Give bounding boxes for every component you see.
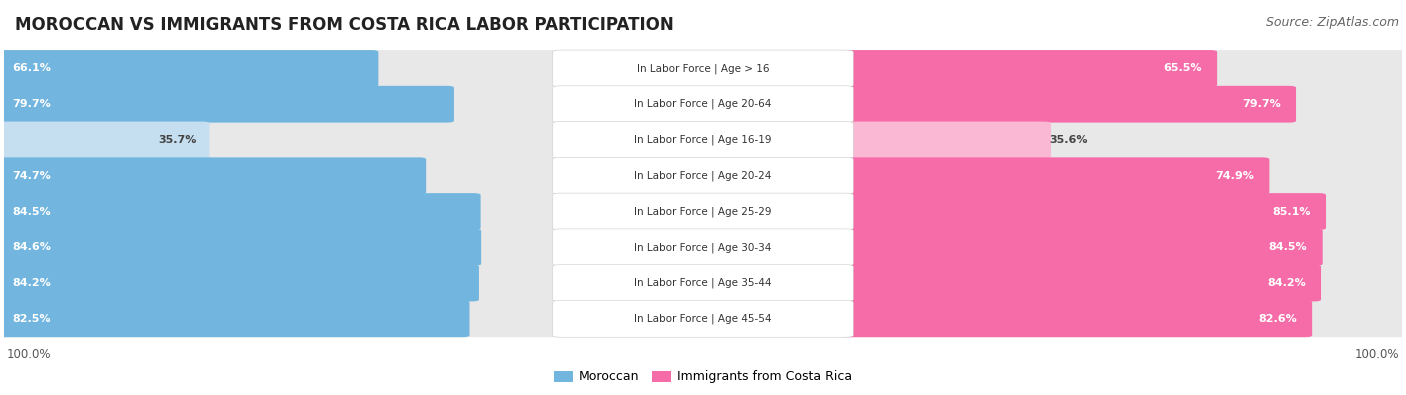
FancyBboxPatch shape	[0, 301, 1406, 337]
FancyBboxPatch shape	[839, 86, 1296, 122]
FancyBboxPatch shape	[0, 157, 1406, 194]
Text: In Labor Force | Age > 16: In Labor Force | Age > 16	[637, 63, 769, 74]
FancyBboxPatch shape	[0, 86, 454, 122]
Text: 85.1%: 85.1%	[1272, 207, 1310, 216]
FancyBboxPatch shape	[0, 50, 378, 87]
Text: 79.7%: 79.7%	[1241, 99, 1281, 109]
Text: 82.5%: 82.5%	[13, 314, 51, 324]
FancyBboxPatch shape	[0, 193, 481, 230]
FancyBboxPatch shape	[839, 265, 1322, 301]
FancyBboxPatch shape	[553, 229, 853, 266]
Text: Source: ZipAtlas.com: Source: ZipAtlas.com	[1265, 16, 1399, 29]
FancyBboxPatch shape	[839, 229, 1323, 266]
FancyBboxPatch shape	[839, 122, 1052, 158]
Text: 82.6%: 82.6%	[1258, 314, 1296, 324]
FancyBboxPatch shape	[0, 301, 470, 337]
Text: 84.5%: 84.5%	[13, 207, 51, 216]
FancyBboxPatch shape	[0, 122, 1406, 158]
FancyBboxPatch shape	[839, 301, 1312, 337]
Text: 84.5%: 84.5%	[1268, 242, 1308, 252]
Text: 35.7%: 35.7%	[159, 135, 197, 145]
Text: 84.2%: 84.2%	[13, 278, 51, 288]
FancyBboxPatch shape	[553, 86, 853, 122]
FancyBboxPatch shape	[553, 122, 853, 158]
Text: In Labor Force | Age 20-64: In Labor Force | Age 20-64	[634, 99, 772, 109]
Text: 35.6%: 35.6%	[1050, 135, 1088, 145]
Text: In Labor Force | Age 35-44: In Labor Force | Age 35-44	[634, 278, 772, 288]
Text: 100.0%: 100.0%	[1354, 348, 1399, 361]
FancyBboxPatch shape	[0, 265, 479, 301]
FancyBboxPatch shape	[0, 265, 1406, 301]
FancyBboxPatch shape	[553, 301, 853, 337]
FancyBboxPatch shape	[553, 193, 853, 230]
Text: 100.0%: 100.0%	[7, 348, 52, 361]
FancyBboxPatch shape	[0, 86, 1406, 122]
FancyBboxPatch shape	[0, 229, 1406, 266]
FancyBboxPatch shape	[839, 50, 1218, 87]
FancyBboxPatch shape	[0, 157, 426, 194]
Text: In Labor Force | Age 30-34: In Labor Force | Age 30-34	[634, 242, 772, 252]
Text: 65.5%: 65.5%	[1163, 64, 1202, 73]
Text: 84.2%: 84.2%	[1267, 278, 1306, 288]
Text: 79.7%: 79.7%	[13, 99, 51, 109]
FancyBboxPatch shape	[0, 122, 209, 158]
FancyBboxPatch shape	[0, 50, 1406, 87]
FancyBboxPatch shape	[0, 229, 481, 266]
Text: 84.6%: 84.6%	[13, 242, 52, 252]
Text: In Labor Force | Age 16-19: In Labor Force | Age 16-19	[634, 135, 772, 145]
Text: 66.1%: 66.1%	[13, 64, 52, 73]
FancyBboxPatch shape	[839, 193, 1326, 230]
Text: 74.7%: 74.7%	[13, 171, 51, 181]
Text: In Labor Force | Age 25-29: In Labor Force | Age 25-29	[634, 206, 772, 217]
Text: 74.9%: 74.9%	[1215, 171, 1254, 181]
Text: In Labor Force | Age 45-54: In Labor Force | Age 45-54	[634, 314, 772, 324]
Text: In Labor Force | Age 20-24: In Labor Force | Age 20-24	[634, 171, 772, 181]
Text: MOROCCAN VS IMMIGRANTS FROM COSTA RICA LABOR PARTICIPATION: MOROCCAN VS IMMIGRANTS FROM COSTA RICA L…	[15, 16, 673, 34]
FancyBboxPatch shape	[553, 157, 853, 194]
FancyBboxPatch shape	[553, 50, 853, 87]
FancyBboxPatch shape	[839, 157, 1270, 194]
FancyBboxPatch shape	[0, 193, 1406, 230]
FancyBboxPatch shape	[553, 265, 853, 301]
Legend: Moroccan, Immigrants from Costa Rica: Moroccan, Immigrants from Costa Rica	[548, 365, 858, 388]
